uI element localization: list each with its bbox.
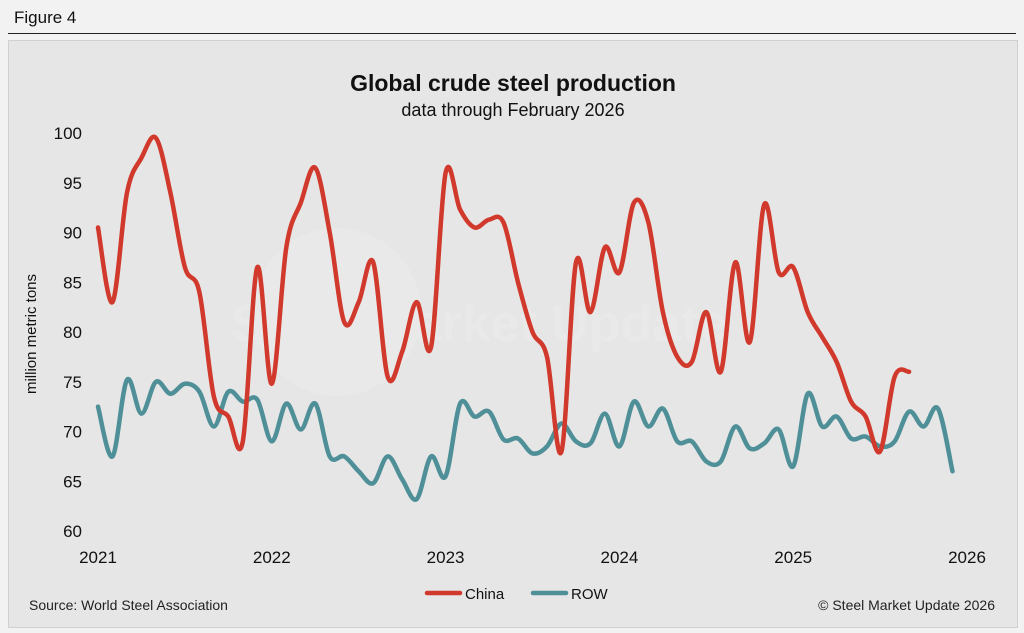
copyright-note: © Steel Market Update 2026 [818, 597, 995, 613]
y-tick-100: 100 [54, 124, 82, 143]
x-tick-2023: 2023 [427, 548, 465, 567]
x-tick-2022: 2022 [253, 548, 291, 567]
y-tick-95: 95 [63, 174, 82, 193]
y-tick-65: 65 [63, 472, 82, 491]
x-axis-ticks: 2021 2022 2023 2024 2025 2026 [79, 548, 986, 567]
chart-panel: Steel Market Update Global crude steel p… [8, 40, 1018, 628]
x-tick-2021: 2021 [79, 548, 117, 567]
chart-subtitle: data through February 2026 [401, 100, 624, 120]
y-tick-70: 70 [63, 423, 82, 442]
y-tick-85: 85 [63, 273, 82, 292]
legend-label-china: China [465, 586, 505, 603]
x-tick-2024: 2024 [600, 548, 638, 567]
series-row [95, 376, 955, 502]
watermark-text: Steel Market Update [230, 295, 727, 353]
x-tick-2026: 2026 [948, 548, 986, 567]
header-rule [8, 33, 1016, 34]
y-tick-90: 90 [63, 224, 82, 243]
y-tick-60: 60 [63, 522, 82, 541]
series-china [95, 134, 912, 456]
legend-label-row: ROW [571, 586, 609, 603]
line-china [95, 134, 912, 456]
legend-item-china: China [424, 586, 505, 603]
y-tick-80: 80 [63, 323, 82, 342]
line-row [95, 376, 955, 502]
source-note: Source: World Steel Association [29, 597, 228, 613]
series-group [95, 134, 955, 502]
x-tick-2025: 2025 [774, 548, 812, 567]
y-axis-label: million metric tons [23, 274, 40, 394]
y-axis-ticks: 60 65 70 75 80 85 90 95 100 [54, 124, 82, 541]
figure-label: Figure 4 [14, 8, 77, 27]
chart-title: Global crude steel production [350, 70, 676, 96]
y-tick-75: 75 [63, 373, 82, 392]
chart-svg: Steel Market Update Global crude steel p… [23, 70, 986, 603]
watermark: Steel Market Update [230, 228, 728, 396]
watermark-circle [253, 228, 421, 396]
legend: China ROW [424, 586, 609, 603]
legend-item-row: ROW [530, 586, 609, 603]
